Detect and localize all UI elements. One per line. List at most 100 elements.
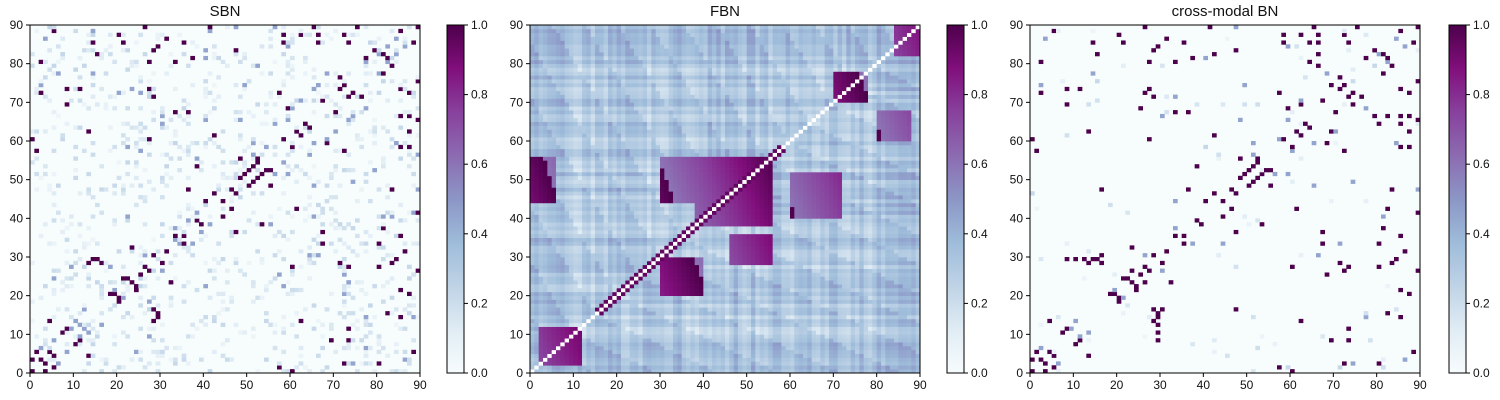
- heatmap-cell: [746, 299, 752, 304]
- heatmap-cell: [898, 214, 904, 219]
- heatmap-cell: [621, 345, 626, 351]
- heatmap-cell: [716, 318, 722, 324]
- heatmap-cell: [634, 245, 639, 250]
- heatmap-cell: [216, 94, 222, 99]
- heatmap-cell: [915, 342, 921, 347]
- heatmap-cell: [642, 291, 648, 297]
- heatmap-cell: [764, 268, 769, 273]
- heatmap-cell: [629, 284, 635, 289]
- heatmap-cell: [907, 311, 912, 316]
- heatmap-cell: [859, 349, 865, 355]
- heatmap-cell: [850, 249, 856, 254]
- heatmap-cell: [590, 226, 596, 231]
- heatmap-cell: [530, 257, 535, 262]
- heatmap-cell: [785, 307, 791, 312]
- heatmap-cell: [411, 94, 417, 99]
- heatmap-cell: [543, 268, 548, 273]
- heatmap-cell: [764, 369, 769, 374]
- heatmap-cell: [911, 257, 917, 262]
- heatmap-cell: [530, 330, 535, 335]
- heatmap-cell: [837, 253, 843, 258]
- heatmap-cell: [716, 326, 722, 331]
- heatmap-cell: [738, 334, 743, 339]
- heatmap-cell: [712, 345, 717, 351]
- heatmap-cell: [590, 315, 596, 320]
- heatmap-cell: [759, 218, 765, 223]
- heatmap-cell: [212, 315, 217, 320]
- heatmap-cell: [47, 183, 53, 188]
- heatmap-cell: [181, 229, 187, 235]
- heatmap-cell: [530, 272, 535, 277]
- heatmap-cell: [573, 284, 579, 289]
- heatmap-cell: [638, 233, 644, 239]
- heatmap-cell: [803, 260, 808, 266]
- heatmap-cell: [599, 284, 605, 289]
- heatmap-cell: [238, 175, 243, 181]
- heatmap-cell: [595, 284, 600, 289]
- heatmap-cell: [790, 330, 795, 335]
- heatmap-cell: [859, 357, 865, 362]
- heatmap-cell: [629, 295, 635, 300]
- heatmap-cell: [794, 291, 800, 297]
- heatmap-cell: [855, 338, 860, 343]
- heatmap-cell: [612, 330, 618, 335]
- heatmap-cell: [599, 272, 605, 277]
- heatmap-cell: [638, 338, 644, 343]
- heatmap-cell: [733, 342, 739, 347]
- heatmap-cell: [603, 318, 609, 324]
- heatmap-cell: [716, 276, 722, 281]
- heatmap-cell: [868, 272, 873, 277]
- heatmap-cell: [590, 233, 596, 239]
- heatmap-cell: [642, 276, 648, 281]
- heatmap-cell: [777, 245, 782, 250]
- heatmap-cell: [915, 233, 921, 239]
- heatmap-cell: [833, 226, 839, 231]
- heatmap-cell: [876, 342, 882, 347]
- heatmap-cell: [590, 342, 596, 347]
- heatmap-cell: [290, 369, 295, 374]
- heatmap-cell: [811, 249, 817, 254]
- heatmap-cell: [621, 284, 626, 289]
- heatmap-cell: [746, 291, 752, 297]
- heatmap-cell: [73, 86, 79, 92]
- heatmap-cell: [616, 357, 622, 362]
- heatmap-cell: [556, 326, 561, 331]
- heatmap-cell: [911, 307, 917, 312]
- heatmap-cell: [616, 272, 622, 277]
- heatmap-cell: [547, 284, 553, 289]
- heatmap-cell: [811, 229, 817, 235]
- heatmap-cell: [790, 338, 795, 343]
- heatmap-cell: [729, 214, 735, 219]
- heatmap-cell: [590, 299, 596, 304]
- heatmap-cell: [885, 330, 891, 335]
- heatmap-cell: [629, 229, 635, 235]
- heatmap-cell: [534, 295, 540, 300]
- heatmap-cell: [660, 268, 665, 273]
- heatmap-cell: [530, 353, 535, 358]
- heatmap-cell: [586, 249, 592, 254]
- heatmap-cell: [694, 249, 700, 254]
- heatmap-cell: [811, 357, 817, 362]
- heatmap-cell: [868, 241, 873, 246]
- heatmap-cell: [751, 253, 756, 258]
- heatmap-cell: [798, 272, 804, 277]
- heatmap-cell: [90, 237, 96, 242]
- heatmap-cell: [647, 369, 652, 374]
- heatmap-cell: [777, 326, 782, 331]
- heatmap-cell: [824, 214, 830, 219]
- heatmap-cell: [707, 272, 713, 277]
- heatmap-cell: [712, 218, 717, 223]
- heatmap-cell: [103, 102, 109, 107]
- heatmap-cell: [634, 345, 639, 351]
- heatmap-cell: [764, 260, 769, 266]
- heatmap-cell: [725, 365, 730, 370]
- heatmap-cell: [807, 245, 813, 250]
- heatmap-cell: [582, 291, 587, 297]
- heatmap-cell: [668, 253, 674, 258]
- heatmap-cell: [820, 353, 826, 358]
- heatmap-cell: [738, 272, 743, 277]
- heatmap-cell: [712, 229, 717, 235]
- heatmap-cell: [686, 334, 691, 339]
- heatmap-cell: [673, 326, 678, 331]
- heatmap-cell: [285, 291, 291, 297]
